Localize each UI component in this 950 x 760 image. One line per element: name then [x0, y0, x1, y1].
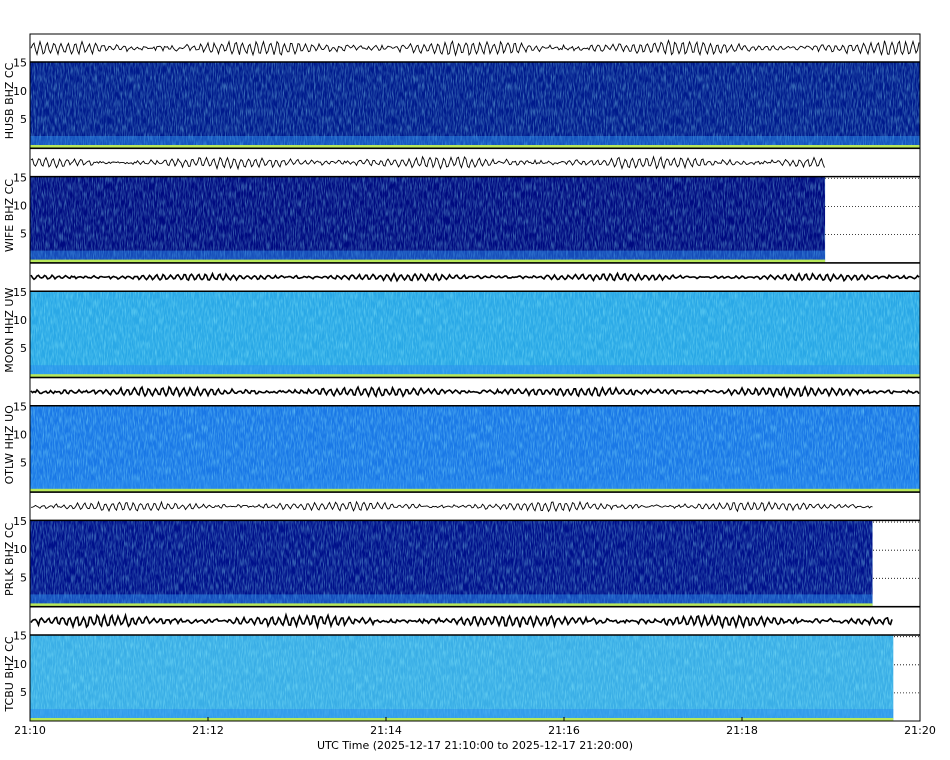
spectrogram-low-band [30, 594, 873, 605]
waveform [30, 271, 920, 283]
y-tick-label: 15 [13, 630, 27, 643]
y-tick-label: 5 [20, 457, 27, 470]
spectrogram-low-band [30, 250, 826, 261]
x-tick-label: 21:10 [14, 724, 46, 737]
x-tick-label: 21:14 [370, 724, 402, 737]
x-axis-label: UTC Time (2025-12-17 21:10:00 to 2025-12… [317, 739, 633, 752]
y-tick-label: 15 [13, 515, 27, 528]
x-tick-label: 21:16 [548, 724, 580, 737]
y-tick-label: 10 [13, 543, 27, 556]
spectrogram-texture [30, 62, 920, 148]
y-tick-label: 10 [13, 199, 27, 212]
spectrogram-base-band [30, 259, 826, 263]
station-label: MOON HHZ UW [3, 288, 16, 373]
waveform [30, 155, 825, 171]
y-tick-label: 10 [13, 429, 27, 442]
waveform [30, 39, 920, 57]
x-tick-label: 21:12 [192, 724, 224, 737]
waveform [30, 500, 873, 513]
y-tick-label: 15 [13, 57, 27, 70]
spectrogram-low-band [30, 709, 894, 719]
y-tick-label: 10 [13, 314, 27, 327]
spectrogram-texture [30, 291, 920, 378]
station-label: HUSB BHZ CC [3, 62, 16, 139]
spectrogram-low-band [30, 365, 920, 376]
spectrogram-texture [30, 520, 873, 607]
spectrogram-base-band [30, 374, 920, 378]
spectrogram-base-band [30, 718, 894, 721]
y-tick-label: 5 [20, 342, 27, 355]
y-tick-label: 5 [20, 113, 27, 126]
y-tick-label: 10 [13, 85, 27, 98]
station-label: TCBU BHZ CC [3, 636, 16, 712]
y-tick-label: 15 [13, 286, 27, 299]
panel-frame [29, 377, 921, 493]
spectrogram-texture [30, 176, 826, 263]
station-label: WIFE BHZ CC [3, 179, 16, 252]
y-tick-label: 15 [13, 171, 27, 184]
panel-frame [29, 262, 921, 378]
y-tick-label: 15 [13, 400, 27, 413]
panel-frame [29, 33, 921, 149]
spectrogram-base-band [30, 488, 920, 492]
waveform [30, 612, 893, 631]
y-tick-label: 5 [20, 227, 27, 240]
station-label: OTLW HHZ UO [3, 405, 16, 484]
y-tick-label: 10 [13, 658, 27, 671]
y-tick-label: 5 [20, 571, 27, 584]
panel-frame [29, 148, 921, 264]
spectrogram-low-band [30, 479, 920, 490]
station-label: PRLK BHZ CC [3, 522, 16, 596]
x-tick-label: 21:20 [904, 724, 936, 737]
panel-frame [29, 491, 921, 607]
spectrogram-low-band [30, 136, 920, 146]
x-tick-label: 21:18 [726, 724, 758, 737]
waveform [30, 385, 920, 399]
spectrogram-texture [30, 405, 920, 492]
y-tick-label: 5 [20, 686, 27, 699]
spectrogram-base-band [30, 145, 920, 148]
spectrogram-texture [30, 635, 894, 721]
spectrogram-base-band [30, 603, 873, 607]
panel-frame [29, 606, 921, 722]
